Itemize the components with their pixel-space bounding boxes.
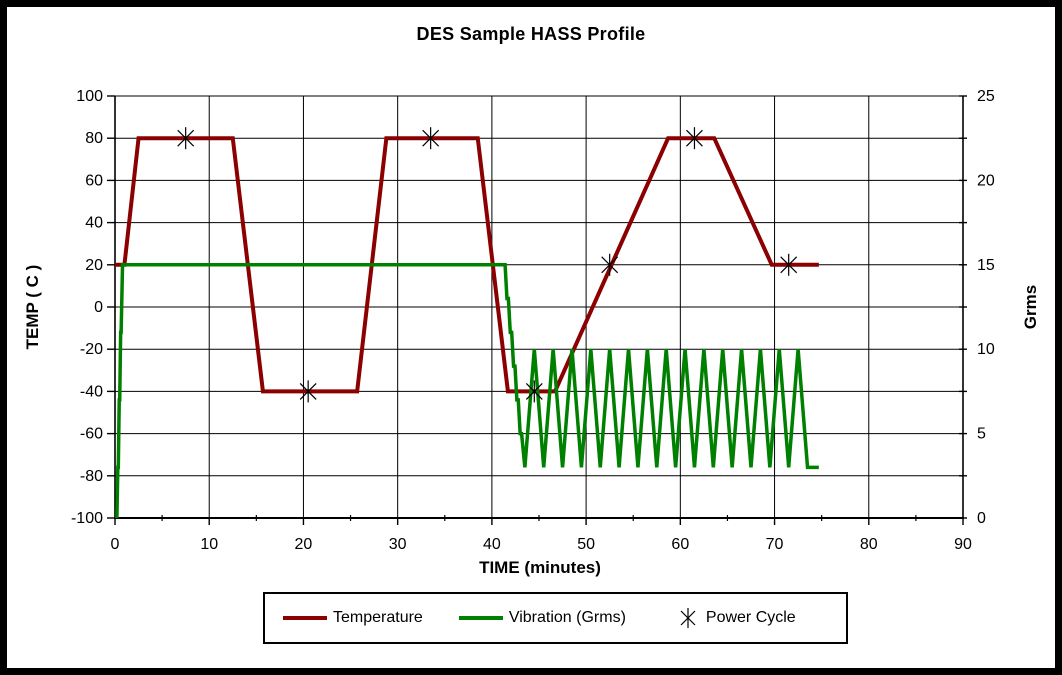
- legend-label-power-cycle: Power Cycle: [705, 609, 796, 626]
- power-cycle-marker: [780, 253, 798, 276]
- legend-item-temperature: Temperature: [283, 609, 423, 627]
- x-tick-label: 30: [389, 536, 407, 553]
- power-cycle-marker: [299, 380, 317, 403]
- x-tick-label: 40: [483, 536, 501, 553]
- y-right-tick-label: 15: [977, 257, 995, 274]
- power-cycle-marker-stroke: [780, 256, 798, 274]
- power-cycle-marker-stroke: [299, 382, 317, 400]
- power-cycle-marker-stroke: [601, 256, 619, 274]
- y-left-tick-label: 60: [85, 172, 103, 189]
- legend-item-vibration: Vibration (Grms): [458, 609, 626, 627]
- x-tick-label: 60: [671, 536, 689, 553]
- legend-item-power-cycle: Power Cycle: [678, 607, 796, 629]
- y-right-tick-label: 20: [977, 172, 995, 189]
- y-left-tick-label: 20: [85, 257, 103, 274]
- y-left-tick-label: -40: [80, 383, 103, 400]
- x-axis-title: TIME (minutes): [479, 558, 601, 577]
- x-tick-label: 50: [577, 536, 595, 553]
- power-cycle-marker: [686, 127, 703, 150]
- y-left-tick-label: -20: [80, 341, 103, 358]
- asterisk-marker-icon: [680, 608, 696, 628]
- x-tick-label: 20: [295, 536, 313, 553]
- x-tick-label: 70: [766, 536, 784, 553]
- y-left-tick-label: 80: [85, 130, 103, 147]
- legend-label-temperature: Temperature: [333, 609, 423, 626]
- vibration-line: [115, 263, 819, 519]
- y-left-tick-label: 100: [76, 88, 103, 105]
- y-right-tick-label: 25: [977, 88, 995, 105]
- x-tick-label: 10: [200, 536, 218, 553]
- x-tick-label: 90: [954, 536, 972, 553]
- temperature-line: [115, 136, 819, 394]
- power-cycle-marker: [601, 253, 619, 276]
- power-cycle-marker-stroke: [525, 382, 543, 400]
- x-tick-label: 0: [111, 536, 120, 553]
- y-left-tick-label: 40: [85, 215, 103, 232]
- power-cycle-marker-stroke: [177, 129, 195, 147]
- y-axis-left-title: TEMP ( C ): [23, 264, 42, 350]
- y-left-tick-label: -60: [80, 426, 103, 443]
- y-right-tick-label: 10: [977, 341, 995, 358]
- chart-title: DES Sample HASS Profile: [416, 24, 646, 44]
- power-cycle-marker: [422, 127, 440, 150]
- y-right-tick-label: 5: [977, 426, 986, 443]
- power-cycle-marker-stroke: [686, 129, 703, 147]
- power-cycle-marker: [525, 380, 543, 403]
- y-axis-right-title: Grms: [1021, 284, 1040, 330]
- power-cycle-marker: [177, 127, 195, 150]
- y-left-tick-label: -80: [80, 468, 103, 485]
- legend-label-vibration: Vibration (Grms): [508, 609, 626, 626]
- power-cycle-marker-stroke: [422, 129, 440, 147]
- x-tick-label: 80: [860, 536, 878, 553]
- temperature-line-swatch: [283, 616, 327, 620]
- vibration-line-swatch: [458, 616, 503, 620]
- y-left-tick-label: 0: [94, 299, 103, 316]
- y-right-tick-label: 0: [977, 510, 986, 527]
- y-left-tick-label: -100: [71, 510, 103, 527]
- legend-box: Temperature Vibration (Grms) Power Cycle: [263, 592, 848, 644]
